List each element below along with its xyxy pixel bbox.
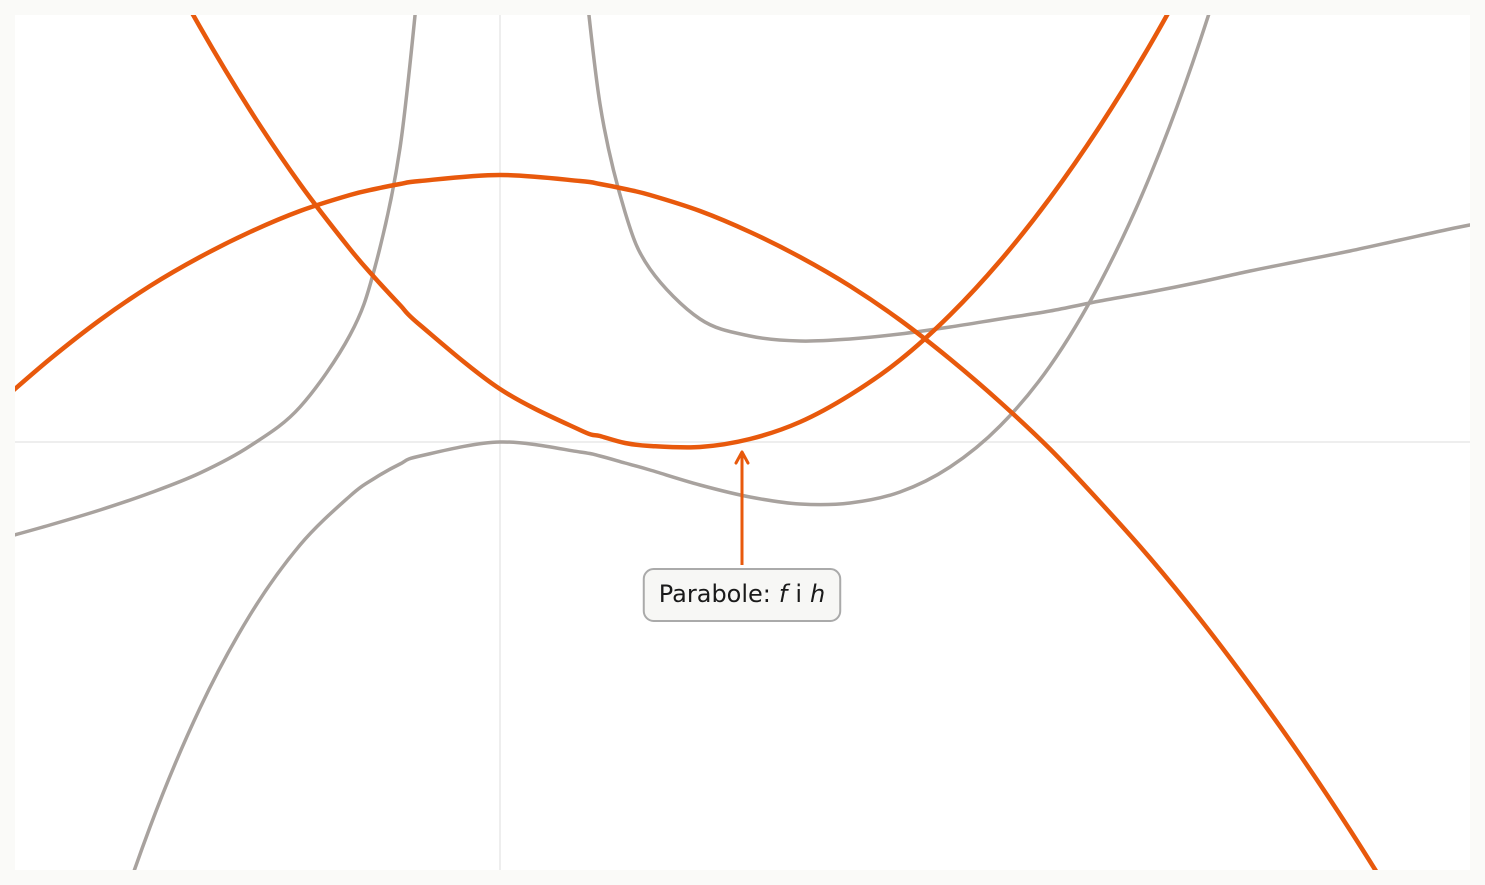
annotation-part: Parabole: bbox=[659, 580, 771, 608]
annotation-part: h bbox=[810, 580, 825, 608]
annotation-arrowhead bbox=[734, 450, 750, 465]
annotation: Parabole: f i h bbox=[642, 450, 842, 622]
curve bbox=[15, 172, 1379, 870]
annotation-part: i bbox=[795, 580, 802, 608]
curve bbox=[190, 15, 1170, 450]
annotation-text: Parabole: f i h bbox=[659, 580, 825, 608]
annotation-box bbox=[642, 568, 842, 622]
curve bbox=[15, 15, 1470, 537]
